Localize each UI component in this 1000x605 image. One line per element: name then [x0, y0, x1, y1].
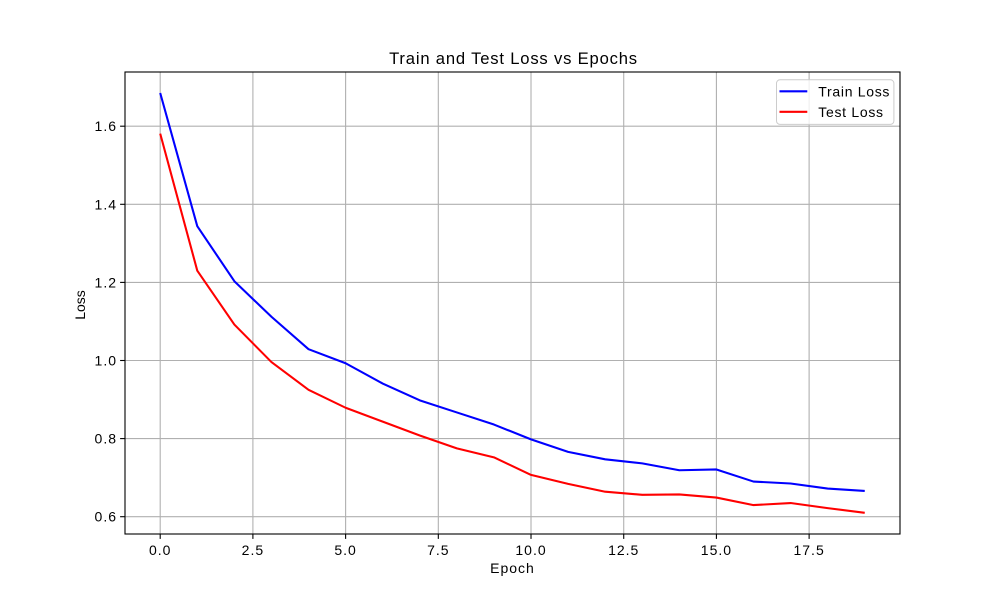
svg-text:0.8: 0.8 — [95, 431, 117, 447]
svg-text:0.0: 0.0 — [149, 542, 171, 558]
svg-text:15.0: 15.0 — [701, 542, 732, 558]
svg-text:7.5: 7.5 — [427, 542, 449, 558]
svg-text:Train Loss: Train Loss — [818, 83, 890, 99]
svg-text:Train and Test Loss vs Epochs: Train and Test Loss vs Epochs — [389, 49, 638, 68]
svg-text:Loss: Loss — [72, 290, 88, 320]
svg-text:17.5: 17.5 — [793, 542, 824, 558]
svg-text:Epoch: Epoch — [490, 560, 535, 576]
svg-text:1.6: 1.6 — [95, 118, 117, 134]
svg-text:0.6: 0.6 — [95, 509, 117, 525]
svg-text:1.4: 1.4 — [95, 196, 117, 212]
svg-text:2.5: 2.5 — [242, 542, 264, 558]
svg-text:12.5: 12.5 — [608, 542, 639, 558]
svg-text:10.0: 10.0 — [515, 542, 546, 558]
svg-text:1.2: 1.2 — [95, 274, 117, 290]
svg-text:5.0: 5.0 — [334, 542, 356, 558]
svg-text:1.0: 1.0 — [95, 353, 117, 369]
svg-text:Test Loss: Test Loss — [818, 104, 883, 120]
